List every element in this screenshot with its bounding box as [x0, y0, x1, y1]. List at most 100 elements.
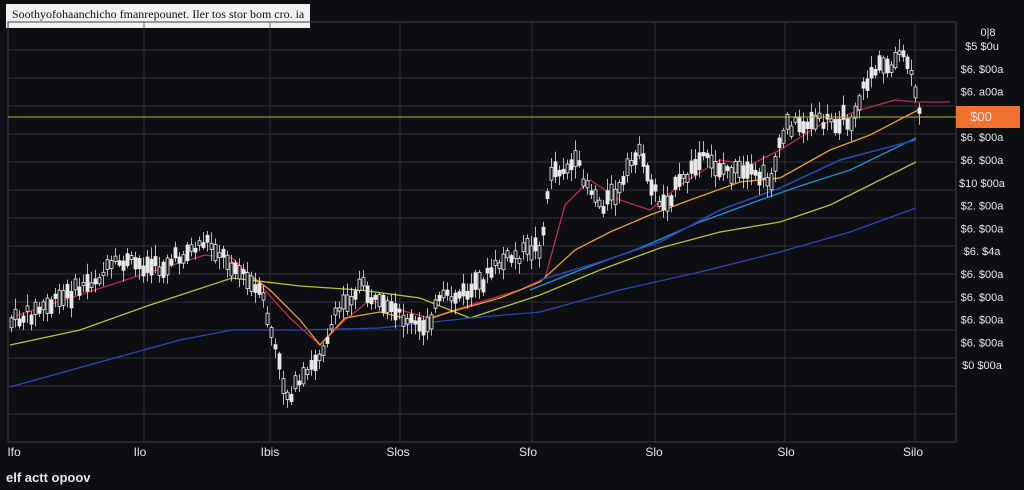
candle-body	[913, 86, 918, 99]
candle-body	[661, 194, 666, 211]
candle-body	[97, 277, 102, 285]
candle-body	[605, 190, 610, 205]
x-axis-label: Silo	[903, 445, 923, 459]
candle-body	[733, 161, 738, 174]
candle-body	[389, 301, 394, 312]
candle-body	[633, 152, 638, 166]
candle-body	[225, 254, 230, 270]
candle-body	[113, 255, 118, 262]
candle-body	[245, 272, 250, 290]
candle-body	[517, 258, 522, 264]
candle-body	[153, 256, 158, 267]
candle-body	[273, 344, 278, 350]
candle-body	[121, 260, 126, 271]
candle-body	[613, 188, 618, 206]
candle-body	[381, 294, 386, 313]
candle-body	[589, 190, 594, 195]
candle-body	[833, 119, 838, 133]
candle-body	[29, 314, 34, 325]
candle-body	[657, 201, 662, 208]
candle-body	[489, 267, 494, 278]
candle-body	[641, 153, 646, 167]
candle-body	[93, 278, 98, 285]
plot-border	[7, 21, 957, 443]
y-axis-label: $6. $00a	[961, 132, 1005, 144]
y-axis-label: $6. $00a	[961, 223, 1005, 235]
candle-body	[857, 95, 862, 111]
candle-body	[21, 315, 26, 323]
candle-body	[333, 307, 338, 316]
candle-body	[453, 292, 458, 304]
candle-body	[37, 306, 42, 314]
candle-body	[897, 50, 902, 55]
price-tag-label: $00	[970, 109, 992, 124]
candle-body	[109, 260, 114, 269]
candle-body	[57, 289, 62, 308]
candle-body	[617, 182, 622, 194]
candle-body	[713, 161, 718, 177]
candle-body	[537, 245, 542, 259]
candle-body	[201, 242, 206, 248]
y-axis-label: $6. $00a	[961, 64, 1005, 76]
candle-body	[61, 290, 66, 306]
ma-orange-line	[231, 109, 919, 346]
candle-body	[837, 118, 842, 134]
candle-body	[753, 169, 758, 176]
candle-body	[701, 152, 706, 157]
candle-body	[125, 253, 130, 267]
candle-body	[241, 269, 246, 275]
candle-body	[233, 262, 238, 275]
candle-body	[741, 165, 746, 179]
candle-body	[13, 308, 18, 320]
y-axis-label: $2. $00a	[961, 201, 1005, 213]
candle-body	[237, 265, 242, 280]
candle-body	[665, 195, 670, 212]
candle-body	[73, 278, 78, 291]
candle-body	[305, 369, 310, 376]
candle-body	[473, 272, 478, 290]
candle-body	[901, 50, 906, 58]
candle-body	[689, 160, 694, 174]
candle-body	[861, 81, 866, 89]
candle-body	[777, 137, 782, 149]
candle-body	[501, 253, 506, 271]
candle-body	[885, 58, 890, 74]
y-axis-label: $10 $00a	[959, 178, 1006, 190]
candle-body	[917, 107, 922, 114]
candle-body	[793, 117, 798, 123]
y-axis-label: $0 $00a	[962, 360, 1003, 372]
candle-body	[137, 258, 142, 270]
candle-body	[461, 283, 466, 297]
candle-body	[669, 195, 674, 207]
candle-body	[781, 129, 786, 144]
candle-body	[709, 154, 714, 169]
candle-body	[177, 256, 182, 264]
candle-body	[717, 163, 722, 178]
candle-body	[377, 294, 382, 308]
candle-body	[337, 307, 342, 312]
price-tag	[956, 106, 1020, 128]
candle-body	[721, 163, 726, 175]
candle-body	[65, 283, 70, 299]
y-axis-label: $6. $00a	[961, 337, 1005, 349]
candle-body	[141, 265, 146, 277]
candle-body	[69, 290, 74, 309]
ma-blue-line	[9, 207, 917, 388]
y-axis-label: $6. $4a	[964, 246, 1002, 258]
candle-body	[533, 237, 538, 252]
candle-body	[189, 244, 194, 252]
candle-body	[285, 391, 290, 401]
candle-body	[465, 290, 470, 300]
candle-body	[133, 257, 138, 270]
candle-body	[417, 317, 422, 332]
candle-body	[673, 176, 678, 190]
candle-body	[41, 301, 46, 311]
candle-body	[9, 317, 14, 329]
candle-body	[209, 242, 214, 250]
candle-body	[693, 159, 698, 176]
candle-body	[569, 159, 574, 171]
y-axis-label: $6. $00a	[961, 292, 1005, 304]
candle-body	[729, 167, 734, 184]
candle-body	[785, 114, 790, 130]
